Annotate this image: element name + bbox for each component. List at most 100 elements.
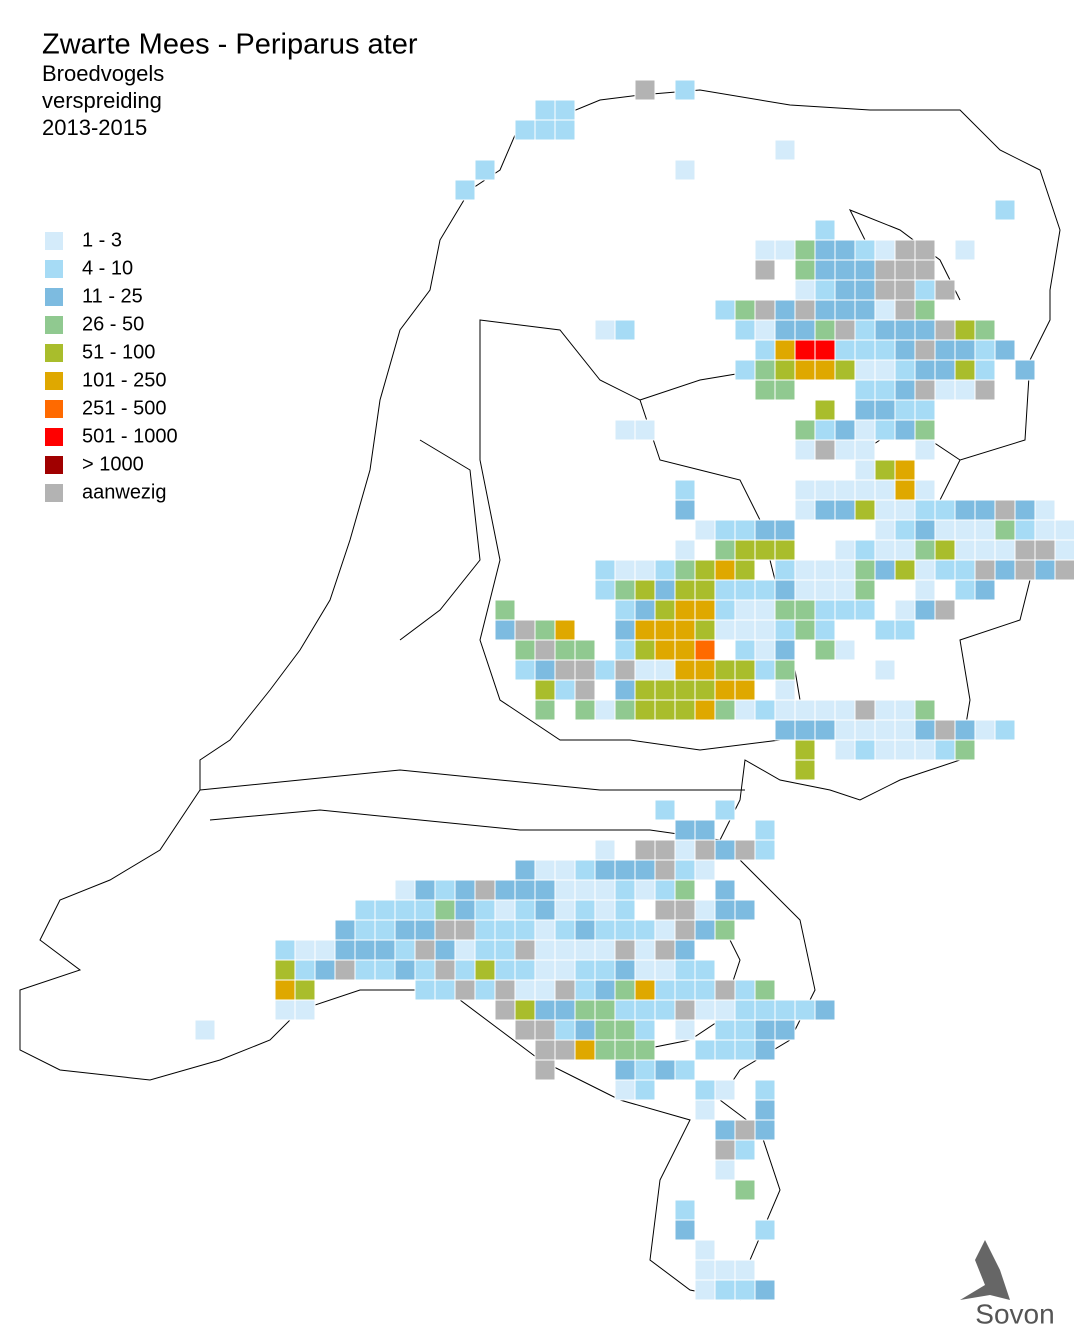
grid-cell	[874, 619, 896, 641]
grid-cell	[794, 999, 816, 1021]
grid-cell	[594, 999, 616, 1021]
grid-cell	[714, 999, 736, 1021]
grid-cell	[954, 579, 976, 601]
grid-cell	[554, 899, 576, 921]
grid-cell	[874, 539, 896, 561]
grid-cell	[674, 979, 696, 1001]
grid-cell	[534, 99, 556, 121]
grid-cell	[914, 319, 936, 341]
grid-cell	[694, 999, 716, 1021]
grid-cell	[554, 619, 576, 641]
grid-cell	[614, 1039, 636, 1061]
grid-cell	[714, 1079, 736, 1101]
grid-cell	[414, 919, 436, 941]
grid-cell	[274, 999, 296, 1021]
grid-cell	[354, 899, 376, 921]
grid-cell	[714, 1019, 736, 1041]
grid-cell	[634, 999, 656, 1021]
grid-cell	[574, 919, 596, 941]
grid-cell	[734, 899, 756, 921]
grid-cell	[634, 979, 656, 1001]
grid-cell	[774, 619, 796, 641]
grid-cell	[854, 719, 876, 741]
grid-cell	[814, 299, 836, 321]
grid-cell	[554, 979, 576, 1001]
grid-cell	[654, 1059, 676, 1081]
grid-cell	[674, 1019, 696, 1041]
grid-cell	[694, 1239, 716, 1261]
grid-cell	[674, 599, 696, 621]
grid-cell	[834, 639, 856, 661]
legend-label: 4 - 10	[82, 257, 133, 279]
grid-cell	[794, 719, 816, 741]
grid-cell	[454, 919, 476, 941]
grid-cell	[534, 1039, 556, 1061]
grid-cell	[754, 579, 776, 601]
grid-cell	[394, 899, 416, 921]
grid-cell	[454, 899, 476, 921]
grid-cell	[734, 519, 756, 541]
grid-cell	[894, 559, 916, 581]
grid-cell	[774, 679, 796, 701]
grid-cell	[874, 399, 896, 421]
grid-cell	[634, 639, 656, 661]
grid-cell	[794, 499, 816, 521]
grid-cell	[874, 359, 896, 381]
grid-cell	[574, 859, 596, 881]
grid-cell	[914, 259, 936, 281]
grid-cell	[1054, 559, 1074, 581]
grid-cell	[854, 399, 876, 421]
grid-cell	[994, 339, 1016, 361]
grid-cell	[414, 979, 436, 1001]
grid-cell	[194, 1019, 216, 1041]
grid-cell	[574, 639, 596, 661]
logo-bird	[960, 1240, 1010, 1300]
subtitle: Broedvogels	[42, 61, 164, 86]
grid-cell	[914, 599, 936, 621]
grid-cell	[834, 279, 856, 301]
grid-cell	[614, 659, 636, 681]
grid-cell	[574, 879, 596, 901]
grid-cell	[614, 419, 636, 441]
grid-cell	[894, 719, 916, 741]
grid-cell	[534, 879, 556, 901]
legend-label: 101 - 250	[82, 369, 167, 391]
grid-cell	[914, 299, 936, 321]
grid-cell	[394, 919, 416, 941]
grid-cell	[954, 359, 976, 381]
subtitle: 2013-2015	[42, 115, 147, 140]
grid-cell	[554, 959, 576, 981]
grid-cell	[494, 999, 516, 1021]
subtitle: verspreiding	[42, 88, 162, 113]
grid-cell	[894, 279, 916, 301]
grid-cell	[494, 919, 516, 941]
grid-cell	[774, 999, 796, 1021]
grid-cell	[634, 579, 656, 601]
grid-cell	[934, 359, 956, 381]
grid-cell	[694, 1279, 716, 1301]
grid-cell	[674, 1199, 696, 1221]
grid-cell	[894, 359, 916, 381]
grid-cell	[674, 499, 696, 521]
grid-cell	[674, 879, 696, 901]
grid-cell	[794, 339, 816, 361]
grid-cell	[514, 999, 536, 1021]
grid-cell	[834, 579, 856, 601]
grid-cell	[734, 1119, 756, 1141]
grid-cell	[394, 879, 416, 901]
grid-cell	[714, 619, 736, 641]
grid-cell	[914, 559, 936, 581]
grid-cell	[654, 599, 676, 621]
grid-cell	[654, 879, 676, 901]
legend-label: 26 - 50	[82, 313, 144, 335]
grid-cell	[894, 499, 916, 521]
grid-cell	[574, 1019, 596, 1041]
grid-cell	[974, 559, 996, 581]
grid-cell	[334, 959, 356, 981]
grid-cell	[594, 939, 616, 961]
grid-cell	[574, 979, 596, 1001]
grid-cell	[654, 699, 676, 721]
grid-cell	[914, 399, 936, 421]
grid-cell	[634, 79, 656, 101]
